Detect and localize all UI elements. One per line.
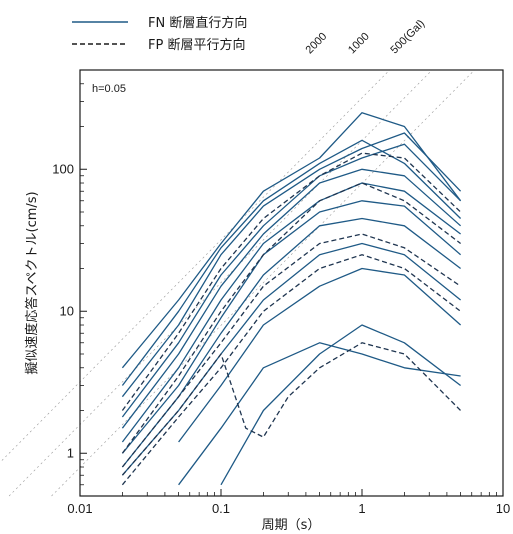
- acceleration-line: [0, 69, 390, 463]
- fn-spectrum-line: [121, 182, 461, 443]
- y-axis-label: 擬似速度応答スペクトル(cm/s): [24, 191, 40, 374]
- fn-spectrum-line: [121, 143, 462, 418]
- fn-spectrum-line: [121, 200, 462, 454]
- x-tick-label: 1: [358, 501, 365, 516]
- fp-spectrum-line: [121, 182, 461, 454]
- fp-spectrum-line: [121, 342, 462, 476]
- fn-spectrum-line: [178, 342, 461, 486]
- acceleration-line-label: 2000: [304, 31, 330, 57]
- fn-spectrum-line: [121, 112, 462, 369]
- legend-fp-label: FP 断層平行方向: [148, 37, 245, 53]
- x-tick-label: 0.1: [212, 501, 230, 516]
- y-tick-label: 100: [52, 161, 74, 176]
- acceleration-line: [51, 69, 475, 497]
- legend-fn-label: FN 断層直行方向: [148, 15, 247, 31]
- x-tick-label: 0.01: [67, 501, 92, 516]
- acceleration-line: [8, 69, 433, 497]
- fn-spectrum-line: [121, 132, 462, 398]
- x-axis-label: 周期（s）: [262, 518, 321, 533]
- spectrum-curves: [121, 112, 462, 486]
- axis-ticks: 0.01 0.1 1 10 1 10 100: [52, 69, 510, 516]
- acceleration-line-label: 1000: [346, 31, 372, 57]
- legend: FN 断層直行方向 FP 断層平行方向: [72, 15, 247, 53]
- fp-spectrum-line: [121, 233, 461, 468]
- acceleration-line-label: 500(Gal): [388, 18, 427, 57]
- fn-spectrum-line: [121, 217, 461, 468]
- fp-spectrum-line: [121, 152, 462, 411]
- y-tick-label: 10: [60, 303, 74, 318]
- y-tick-label: 1: [67, 445, 74, 460]
- x-tick-label: 10: [496, 501, 510, 516]
- damping-label: h=0.05: [92, 83, 126, 95]
- fn-spectrum-line: [121, 139, 462, 386]
- fp-spectrum-line: [121, 254, 461, 486]
- fn-spectrum-line: [178, 267, 462, 443]
- fn-spectrum-line: [220, 324, 461, 486]
- plot-area-frame: [79, 69, 504, 497]
- fn-spectrum-line: [121, 242, 462, 476]
- fn-spectrum-line: [121, 168, 462, 429]
